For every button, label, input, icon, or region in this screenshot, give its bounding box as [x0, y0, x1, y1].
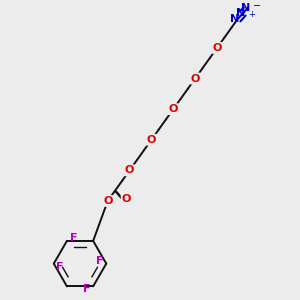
Text: O: O: [103, 196, 112, 206]
Text: F: F: [56, 262, 64, 272]
Text: +: +: [248, 11, 255, 20]
Text: O: O: [212, 43, 222, 53]
Text: F: F: [70, 233, 77, 243]
Text: F: F: [83, 284, 91, 294]
Text: −: −: [253, 1, 261, 11]
Text: F: F: [96, 256, 103, 266]
Text: O: O: [125, 165, 134, 175]
Text: O: O: [122, 194, 131, 204]
Text: O: O: [169, 104, 178, 114]
Text: N: N: [241, 3, 250, 13]
Text: N: N: [236, 8, 245, 19]
Text: N: N: [230, 14, 239, 24]
Text: O: O: [190, 74, 200, 83]
Text: O: O: [147, 135, 156, 145]
